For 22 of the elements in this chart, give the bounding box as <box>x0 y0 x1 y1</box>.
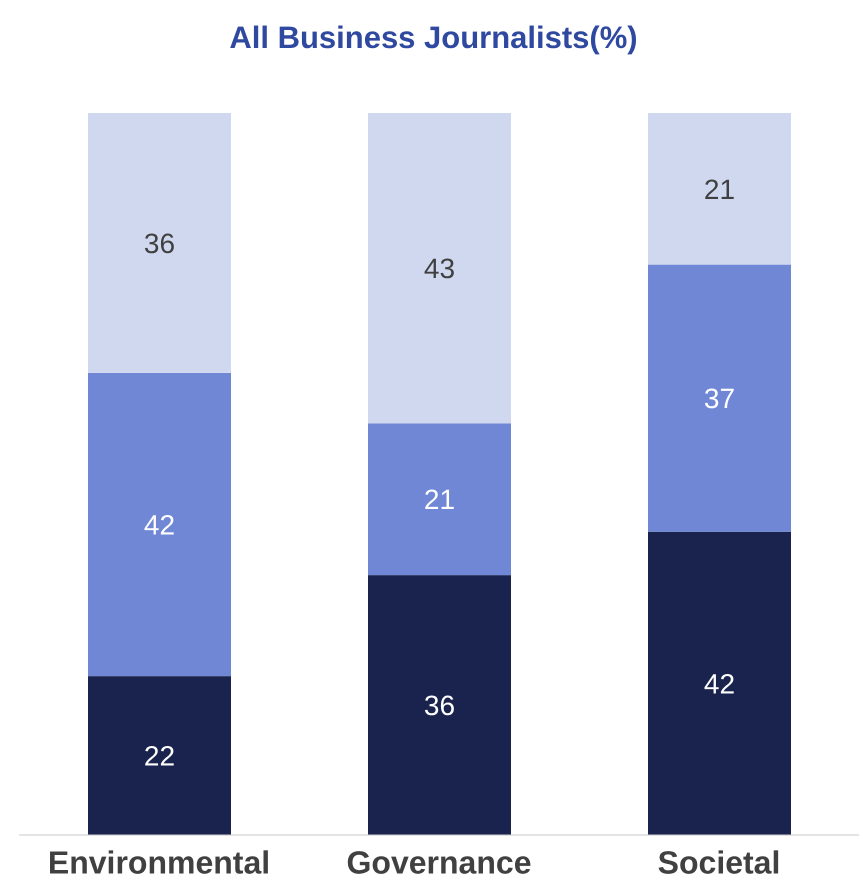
data-label: 37 <box>704 383 736 414</box>
bar <box>88 113 231 373</box>
x-tick-label: Governance <box>346 844 532 881</box>
x-tick-label: Environmental <box>48 844 270 881</box>
bar <box>648 113 791 265</box>
data-label: 36 <box>424 690 456 721</box>
data-label: 43 <box>424 253 456 284</box>
bar <box>368 575 511 835</box>
bar <box>368 113 511 424</box>
data-label: 21 <box>424 484 456 516</box>
data-label: 42 <box>144 509 176 540</box>
bar <box>648 532 791 835</box>
data-label: 42 <box>704 668 736 700</box>
data-label: 22 <box>144 740 176 772</box>
chart-title: All Business Journalists(%) <box>228 20 639 56</box>
bar <box>88 676 231 835</box>
data-label: 21 <box>704 174 736 205</box>
bar <box>368 423 511 576</box>
bar <box>88 372 231 676</box>
bar <box>648 264 791 532</box>
data-label: 36 <box>144 228 176 259</box>
x-tick-label: Societal <box>658 844 780 881</box>
